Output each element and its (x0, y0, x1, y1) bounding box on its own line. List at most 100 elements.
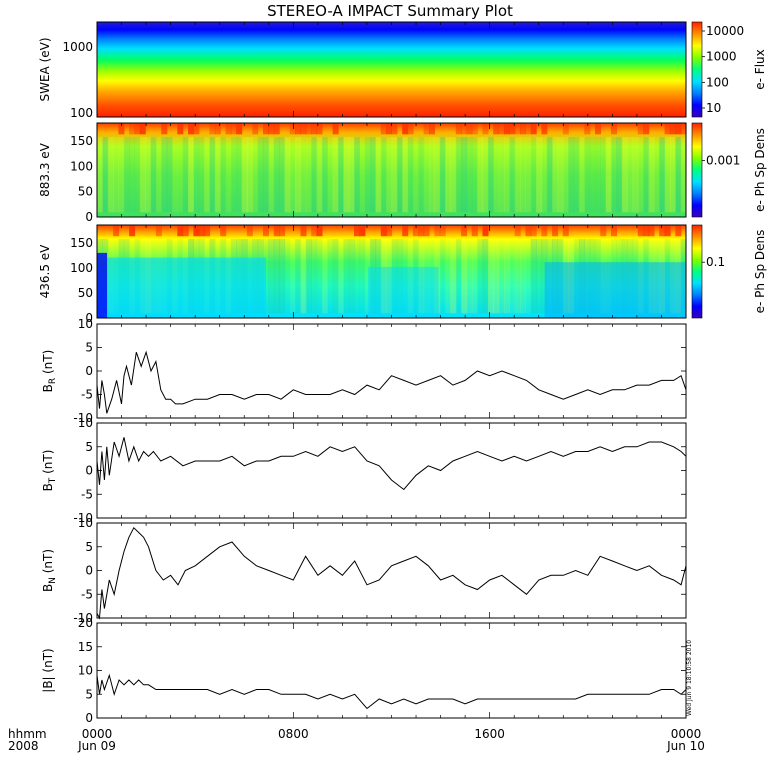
y-tick-label: 10 (78, 664, 93, 678)
pad-streak (396, 137, 403, 213)
y-tick-label: -10 (73, 611, 93, 625)
pad-streak-high (455, 123, 462, 135)
pad-streak-high (482, 225, 489, 237)
pad-streak (273, 238, 280, 314)
pad-streak (675, 137, 682, 213)
pad-streak (482, 137, 489, 213)
y-axis-label: BR (nT) (41, 350, 58, 393)
pad-streak-high (305, 123, 312, 135)
pad-streak-high (669, 123, 676, 135)
pad-streak (498, 238, 505, 314)
pad-streak (284, 137, 291, 213)
pad-streak (193, 137, 200, 213)
pad-streak (332, 238, 339, 314)
pad-streak (172, 137, 178, 213)
pad-streak (503, 137, 510, 213)
pad-streak (461, 238, 468, 314)
pad-streak (637, 137, 644, 213)
y-axis-label: BN (nT) (41, 549, 58, 592)
timestamp-label: Wed Jun 9 18:10:58 2010 (686, 640, 693, 716)
pad-streak (348, 238, 355, 314)
pad-streak-high (611, 225, 617, 237)
pad-streak (445, 238, 451, 314)
pad-streak-high (236, 123, 243, 135)
pad-streak (113, 137, 120, 213)
pad-streak-high (418, 225, 425, 237)
pad-streak (477, 238, 484, 314)
pad-streak (327, 238, 334, 314)
pad-streak (268, 137, 275, 213)
pad-streak-high (525, 225, 532, 237)
colorbar-tick-label: 1000 (706, 50, 737, 64)
pad-streak (391, 238, 398, 314)
pad-streak-high (193, 123, 200, 135)
pad-streak (616, 137, 623, 213)
pad-streak-high (129, 225, 136, 237)
pad-streak-high (434, 225, 441, 237)
x-tick-label: 0800 (278, 727, 309, 741)
pad-streak (487, 238, 494, 314)
y-tick-label: 5 (85, 540, 93, 554)
pad-streak-high (252, 123, 259, 135)
pad-streak (525, 238, 532, 314)
pad-streak-high (466, 123, 473, 135)
pad-streak (279, 238, 286, 314)
pad-streak-high (680, 123, 687, 135)
pad-streak (552, 137, 559, 213)
pad-streak (595, 137, 601, 213)
pad-streak (241, 137, 248, 213)
pad-streak-high (514, 225, 521, 237)
pad-streak (643, 137, 650, 213)
pad-streak (669, 137, 676, 213)
y-tick-label: 100 (70, 159, 93, 173)
pad-streak-high (391, 123, 398, 135)
pad-streak (204, 137, 211, 213)
pad-streak-high (482, 123, 489, 135)
pad-streak (332, 137, 339, 213)
pad-streak (321, 238, 328, 314)
pad-streak (161, 137, 168, 213)
pad-streak (461, 137, 468, 213)
pad-streak (139, 137, 146, 213)
pad-streak-high (279, 225, 286, 237)
y-axis-label: |B| (nT) (41, 648, 55, 692)
pad-streak (305, 238, 312, 314)
y-tick-label: 20 (78, 616, 93, 630)
pad-streak (343, 238, 350, 314)
pad-streak-high (423, 225, 430, 237)
pad-streak (600, 137, 607, 213)
pad-streak (375, 137, 382, 213)
swea-spectrogram (97, 22, 686, 117)
pad-streak (359, 137, 366, 213)
pad-streak (493, 137, 500, 213)
pad-streak (466, 238, 473, 314)
pad-streak-high (637, 225, 644, 237)
pad-streak (423, 137, 430, 213)
pad-streak (386, 238, 393, 314)
panel-pad436: 0.1 e- Ph Sp Dens 150 100 50 0 436.5 eV (38, 224, 767, 325)
panel-swea: 10000 1000 100 10 e- Flux 1000 100 SWEA (eV) (38, 21, 767, 120)
pad-streak (680, 137, 687, 213)
pad-streak (289, 238, 296, 314)
pad-streak (300, 137, 307, 213)
pad-streak (391, 137, 398, 213)
pad-streak-high (471, 123, 478, 135)
pad-streak (477, 137, 484, 213)
pad-streak (289, 137, 296, 213)
pad-streak (605, 137, 612, 213)
pad-streak (487, 137, 494, 213)
pad-streak-high (295, 123, 302, 135)
pad-streak (541, 137, 548, 213)
pad-streak-high (332, 123, 339, 135)
pad-streak (396, 238, 403, 314)
pad-streak-high (118, 123, 125, 135)
pad-streak-high (520, 123, 526, 135)
colorbar-label: e- Flux (753, 49, 767, 89)
y-axis-label: SWEA (eV) (38, 37, 52, 101)
x-tick-label: 0000 (671, 727, 702, 741)
pad-streak-high (664, 225, 671, 237)
pad-streak (429, 238, 435, 314)
pad-streak (188, 137, 194, 213)
y-tick-label: 0 (85, 311, 93, 325)
y-tick-label: 0 (85, 210, 93, 224)
